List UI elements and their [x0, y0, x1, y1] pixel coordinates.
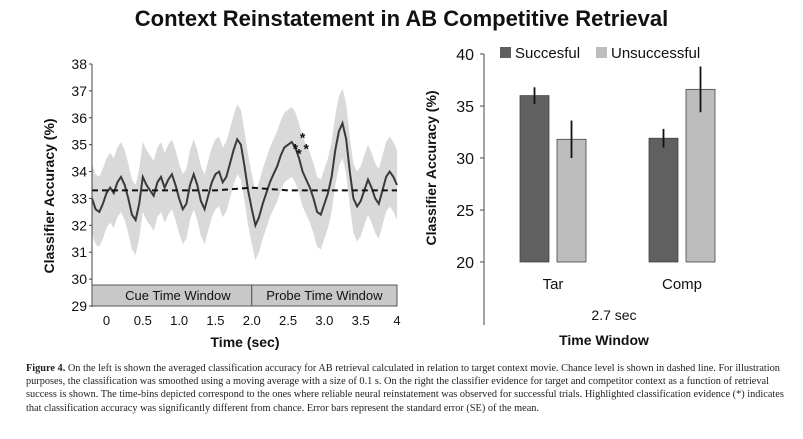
y-tick-label: 40 [456, 47, 474, 64]
category-label: Tar [543, 276, 564, 293]
time-window-bar: Cue Time Window Probe Time Window [91, 284, 398, 307]
accuracy-line [91, 120, 398, 229]
significance-marker-layer: **** [293, 130, 310, 162]
x-axis-label: Time (sec) [211, 334, 280, 350]
y-tick-label: 37 [71, 83, 87, 99]
x-tick-label: 0 [103, 313, 110, 328]
figure-caption: Figure 4. On the left is shown the avera… [26, 362, 786, 415]
legend-swatch [596, 47, 607, 58]
line-chart: **** 29 30 31 32 33 34 35 36 37 38 0 0.5 1.0 1.5 2.0 2.… [41, 56, 401, 350]
significance-star: * [293, 140, 299, 156]
chance-level-line [92, 186, 397, 192]
significance-star: * [296, 146, 302, 162]
y-axis-label: Classifier Accuracy (%) [423, 90, 439, 245]
y-tick-label: 30 [71, 271, 87, 287]
x-tick-label: 0.5 [134, 313, 152, 328]
caption-label: Figure 4. [26, 363, 66, 374]
x-tick-label: 3.0 [315, 313, 333, 328]
y-tick-label: 25 [456, 203, 474, 220]
time-window-segment [251, 284, 398, 307]
bar [648, 137, 679, 263]
x-tick-label: 1.5 [206, 313, 224, 328]
bar-chart-axes: 20 25 30 35 40 Tar Comp [456, 47, 702, 325]
x-axis-sublabel: 2.7 sec [591, 307, 636, 323]
time-window-label: Cue Time Window [125, 288, 231, 303]
line-layer [91, 120, 398, 229]
x-tick-label: 2.5 [279, 313, 297, 328]
legend-label: Unsuccessful [611, 45, 700, 62]
sem-band-layer [92, 88, 397, 261]
figure-title: Context Reinstatement in AB Competitive … [134, 6, 669, 31]
sem-band [92, 88, 397, 261]
y-tick-label: 35 [71, 137, 87, 153]
legend: Succesful Unsuccessful [500, 45, 700, 62]
y-tick-label: 38 [71, 56, 87, 72]
x-axis-label: Time Window [559, 332, 649, 348]
category-label: Comp [662, 276, 702, 293]
time-window-label: Probe Time Window [266, 288, 383, 303]
y-tick-label: 35 [456, 99, 474, 116]
line-chart-axes: 29 30 31 32 33 34 35 36 37 38 0 0.5 1.0 1.5 2.0 2.5 3.0 3… [71, 56, 400, 328]
caption-text: On the left is shown the averaged classi… [26, 363, 784, 414]
y-tick-label: 20 [456, 255, 474, 272]
y-tick-label: 36 [71, 110, 87, 126]
legend-swatch [500, 47, 511, 58]
y-axis-label: Classifier Accuracy (%) [41, 118, 57, 273]
y-tick-label: 30 [456, 151, 474, 168]
bar-layer [519, 66, 716, 263]
y-tick-label: 33 [71, 190, 87, 206]
bar [556, 138, 587, 263]
significance-star: * [303, 140, 309, 156]
x-tick-label: 4 [393, 313, 400, 328]
y-tick-label: 29 [71, 298, 87, 314]
bar [519, 95, 550, 263]
y-tick-label: 31 [71, 244, 87, 260]
y-tick-label: 32 [71, 217, 87, 233]
x-tick-label: 3.5 [352, 313, 370, 328]
significance-star: * [300, 130, 306, 146]
legend-label: Succesful [515, 45, 580, 62]
x-tick-label: 2.0 [243, 313, 261, 328]
x-tick-label: 1.0 [170, 313, 188, 328]
bar [685, 88, 716, 263]
y-tick-label: 34 [71, 164, 87, 180]
